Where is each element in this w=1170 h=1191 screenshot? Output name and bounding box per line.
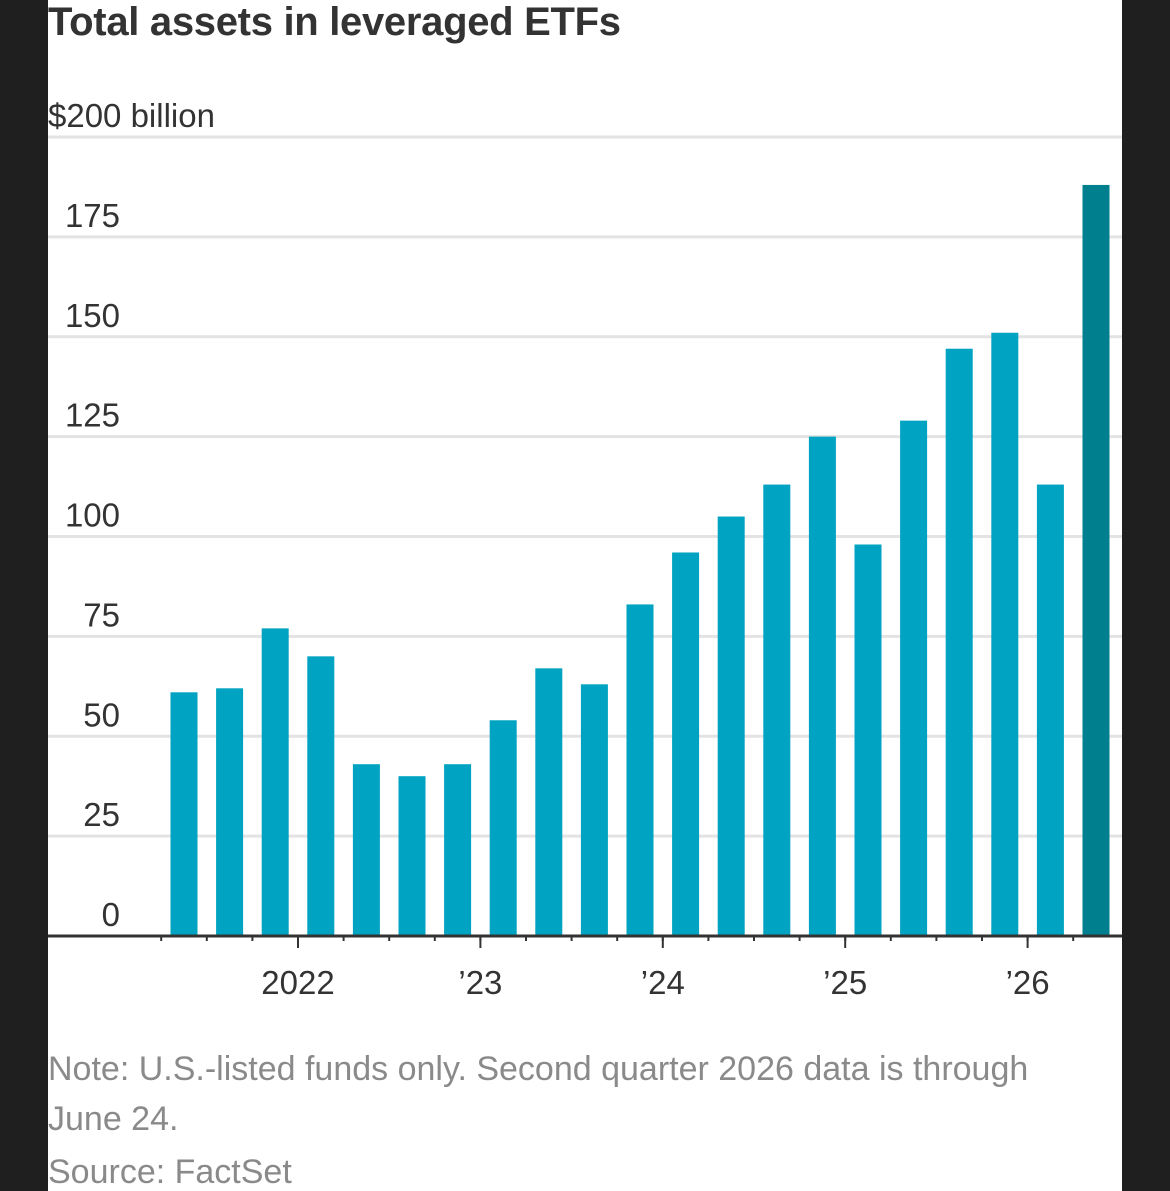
- bar: [763, 484, 791, 936]
- bar: [672, 552, 700, 936]
- bar: [398, 776, 426, 936]
- y-tick-label: 150: [65, 297, 120, 334]
- bar: [444, 764, 472, 936]
- bar: [626, 604, 654, 936]
- y-tick-label: 100: [65, 497, 120, 534]
- bar: [216, 688, 244, 936]
- y-tick-label: 0: [102, 896, 120, 933]
- bar: [580, 684, 608, 936]
- y-tick-label: 75: [83, 596, 120, 633]
- chart-source: Source: FactSet: [48, 1153, 292, 1191]
- y-tick-label: 125: [65, 397, 120, 434]
- chart-note: Note: U.S.-listed funds only. Second qua…: [48, 1050, 1029, 1138]
- bar: [352, 764, 380, 936]
- y-tick-label: 25: [83, 796, 120, 833]
- bar: [991, 332, 1019, 936]
- x-tick-label: ’26: [1006, 964, 1050, 1001]
- y-tick-label: 175: [65, 197, 120, 234]
- bar: [1036, 484, 1064, 936]
- bar: [854, 544, 882, 936]
- x-tick-label: 2022: [261, 964, 334, 1001]
- bar: [307, 656, 335, 936]
- x-tick-label: ’24: [641, 964, 685, 1001]
- y-tick-label: 50: [83, 696, 120, 733]
- bar: [1082, 184, 1110, 936]
- bar: [900, 420, 928, 936]
- bar: [717, 516, 745, 936]
- bar: [170, 692, 198, 936]
- bar: [261, 628, 289, 936]
- y-tick-label: $200 billion: [48, 97, 215, 134]
- bar: [489, 720, 517, 936]
- x-tick-label: ’23: [458, 964, 502, 1001]
- bar: [535, 668, 563, 936]
- x-tick-label: ’25: [823, 964, 867, 1001]
- chart-title: Total assets in leveraged ETFs: [48, 0, 621, 44]
- bar-chart: 0 25 50 75 100 125 150 175 $200 billion 2022 ’23 ’2…: [48, 97, 1122, 1001]
- bar: [808, 436, 836, 936]
- chart-panel: Total assets in leveraged ETFs 0 25 50 75 10…: [48, 0, 1122, 1191]
- bar: [945, 348, 973, 936]
